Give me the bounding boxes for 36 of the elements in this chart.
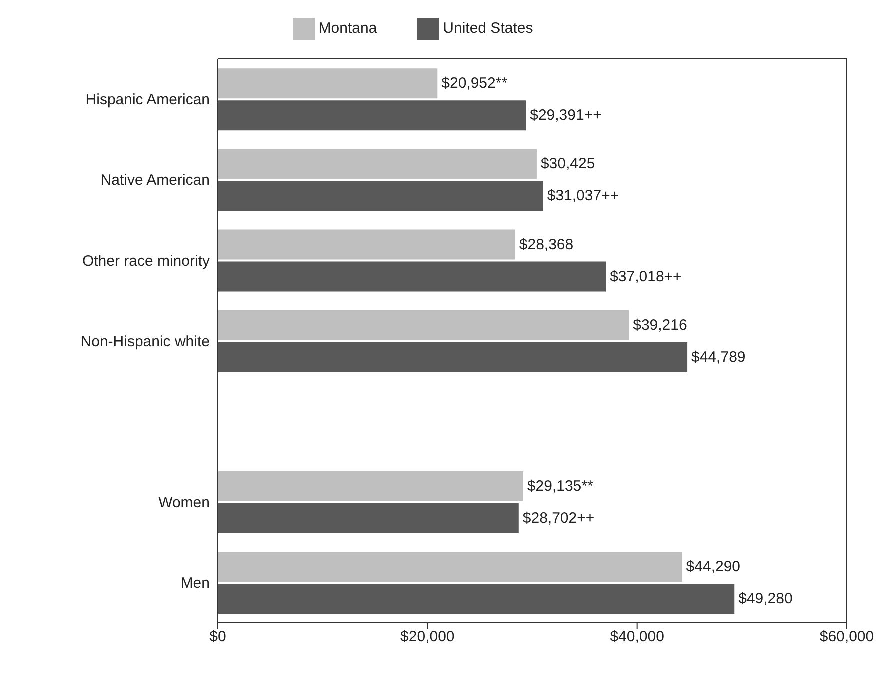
x-tick-label: $0 — [210, 628, 226, 646]
legend-label: United States — [443, 20, 534, 37]
y-tick-label: Women — [158, 494, 210, 512]
bar — [218, 472, 524, 502]
bar — [218, 310, 630, 340]
data-label: $28,368 — [519, 236, 574, 254]
x-tick-label: $40,000 — [610, 628, 664, 646]
bar — [218, 504, 519, 534]
y-tick-label: Native American — [100, 172, 210, 190]
data-label: $44,789 — [692, 348, 746, 366]
bar — [218, 230, 516, 260]
data-label: $44,290 — [686, 558, 741, 576]
data-label: $29,391++ — [530, 107, 602, 124]
y-tick-label: Hispanic American — [86, 92, 210, 109]
y-tick-label: Men — [180, 575, 210, 592]
bar — [218, 342, 688, 372]
data-label: $28,702++ — [522, 510, 595, 528]
data-label: $30,425 — [540, 156, 596, 173]
data-label: $49,280 — [738, 590, 793, 608]
bar — [218, 68, 438, 99]
data-label: $31,037++ — [547, 188, 620, 205]
legend-label: Montana — [318, 20, 378, 37]
bar — [218, 584, 735, 614]
y-tick-label: Other race minority — [82, 252, 210, 270]
x-tick-label: $20,000 — [400, 628, 455, 646]
data-label: $20,952** — [442, 75, 508, 92]
bar — [218, 262, 606, 292]
data-label: $37,018++ — [610, 268, 682, 286]
bar — [218, 552, 682, 582]
y-tick-label: Non-Hispanic white — [80, 333, 210, 350]
data-label: $39,216 — [633, 316, 688, 334]
bar — [218, 181, 544, 212]
bar — [218, 100, 526, 131]
x-tick-label: $60,000 — [820, 628, 874, 646]
bar — [218, 149, 537, 180]
data-label: $29,135** — [527, 478, 594, 496]
